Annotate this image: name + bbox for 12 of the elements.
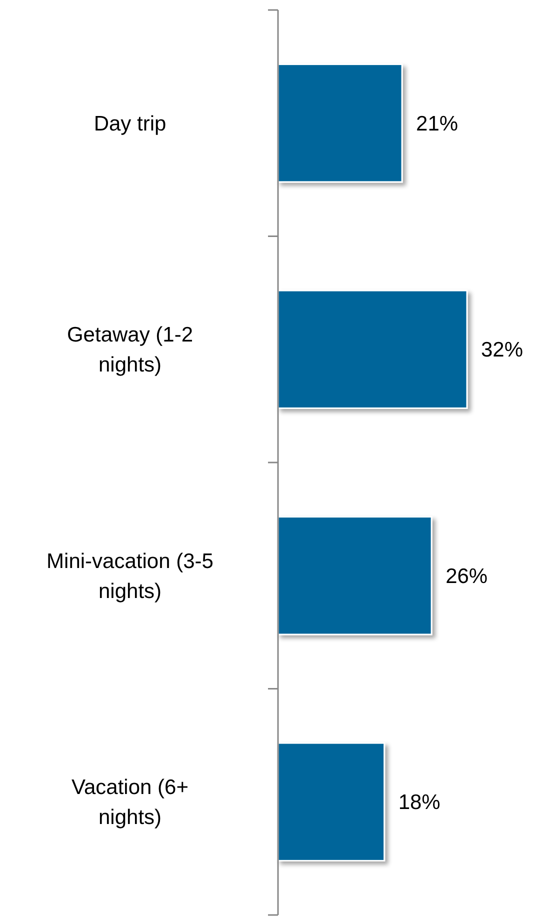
- bar: [277, 290, 468, 409]
- bar: [277, 64, 403, 183]
- y-tick-label: Mini-vacation (3-5 nights): [46, 550, 214, 603]
- data-label: 18%: [398, 791, 440, 814]
- data-label: 21%: [416, 112, 458, 136]
- bar: [277, 742, 386, 862]
- bar: [277, 516, 432, 636]
- data-label: 26%: [446, 564, 488, 588]
- data-label: 32%: [481, 338, 524, 362]
- y-tick-label: Day trip: [94, 112, 166, 136]
- y-tick-label: Vacation (6+ nights): [72, 776, 188, 830]
- y-tick-label: Getaway (1-2 nights): [66, 324, 194, 377]
